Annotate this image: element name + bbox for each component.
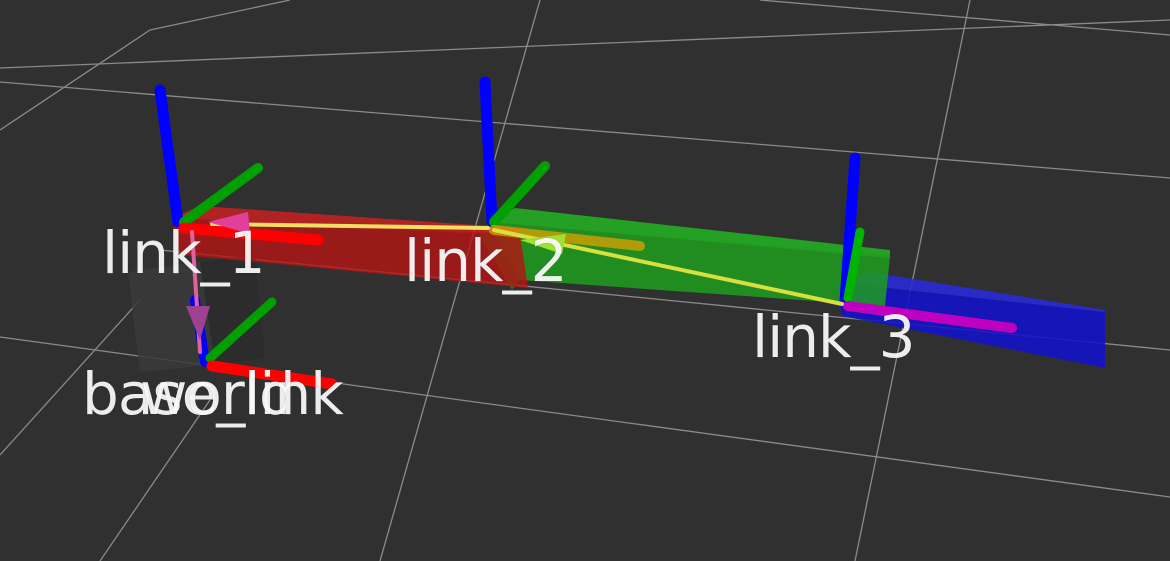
y-axis [205, 297, 277, 363]
z-axis [839, 152, 861, 308]
frame-link-1-axes [154, 84, 324, 246]
x-axis [178, 222, 324, 246]
x-axis [206, 360, 338, 390]
tf-arrow-line [210, 222, 490, 230]
y-axis [843, 227, 865, 303]
grid-line [0, 299, 141, 456]
grid-line [759, 0, 1170, 36]
grid-line [0, 19, 1170, 69]
y-axis [179, 163, 263, 227]
y-axis [489, 161, 550, 227]
grid-line [149, 0, 291, 31]
tf-arrow-heads [186, 212, 566, 340]
z-axis [479, 76, 498, 228]
grid-line [99, 399, 211, 561]
grid-line [0, 81, 1170, 179]
frame-link-2-axes [479, 76, 645, 251]
grid-line [0, 29, 151, 131]
link-2-box [480, 208, 890, 306]
x-axis [489, 225, 645, 251]
base-block [128, 255, 265, 372]
z-axis [154, 84, 184, 228]
x-axis [843, 301, 1017, 333]
frame-link-3-axes [839, 152, 1017, 333]
